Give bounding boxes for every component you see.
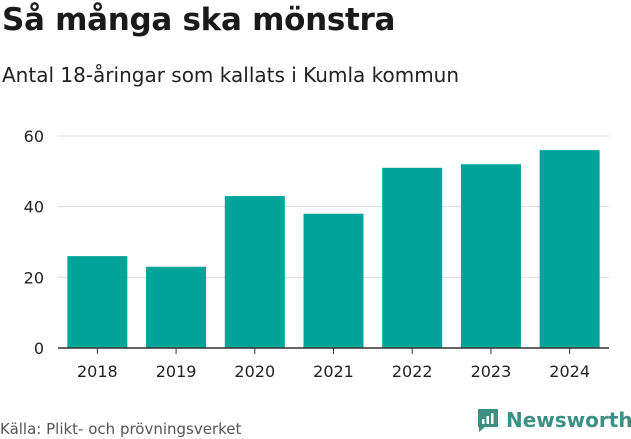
chart-title: Så många ska mönstra	[2, 2, 396, 38]
y-tick-label: 20	[24, 268, 44, 287]
brand-logo: Newsworthy	[476, 407, 631, 433]
y-tick-label: 40	[24, 198, 44, 217]
bar-2020	[224, 196, 285, 348]
x-axis-tick-labels: 2018 2019 2020 2021 2022 2023 2024	[77, 348, 590, 381]
newsworthy-logo-icon	[478, 409, 498, 432]
source-note: Källa: Plikt- och prövningsverket	[0, 420, 242, 438]
x-tick-label: 2023	[471, 362, 512, 381]
bar-2019	[146, 266, 207, 348]
bars	[67, 150, 600, 348]
bar-2022	[382, 167, 443, 348]
x-tick-label: 2021	[313, 362, 354, 381]
y-tick-label: 0	[34, 339, 44, 358]
y-axis-tick-labels: 0 20 40 60	[24, 127, 44, 358]
x-tick-label: 2020	[234, 362, 275, 381]
brand-name: Newsworthy	[506, 408, 631, 432]
x-tick-label: 2018	[77, 362, 118, 381]
x-tick-label: 2022	[392, 362, 433, 381]
chart-subtitle: Antal 18-åringar som kallats i Kumla kom…	[2, 63, 460, 87]
x-tick-label: 2019	[156, 362, 197, 381]
bar-chart: 0 20 40 60 2018 2019 2020 2021 2022 2023 2024	[24, 127, 609, 381]
y-tick-label: 60	[24, 127, 44, 146]
bar-2021	[303, 213, 364, 348]
bar-2023	[460, 164, 521, 348]
bar-2018	[67, 256, 128, 348]
bar-2024	[539, 150, 600, 348]
x-tick-label: 2024	[549, 362, 590, 381]
